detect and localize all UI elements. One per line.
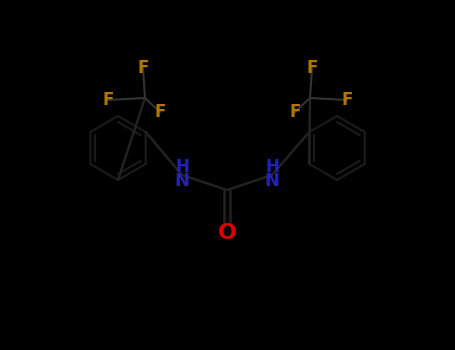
Text: F: F — [341, 91, 353, 109]
Text: H: H — [175, 158, 189, 176]
Text: F: F — [154, 103, 166, 121]
Text: N: N — [175, 172, 189, 190]
Text: F: F — [137, 59, 149, 77]
Text: F: F — [289, 103, 301, 121]
Text: F: F — [306, 59, 318, 77]
Text: H: H — [265, 158, 279, 176]
Text: O: O — [217, 223, 237, 243]
Text: F: F — [102, 91, 114, 109]
Text: N: N — [264, 172, 279, 190]
